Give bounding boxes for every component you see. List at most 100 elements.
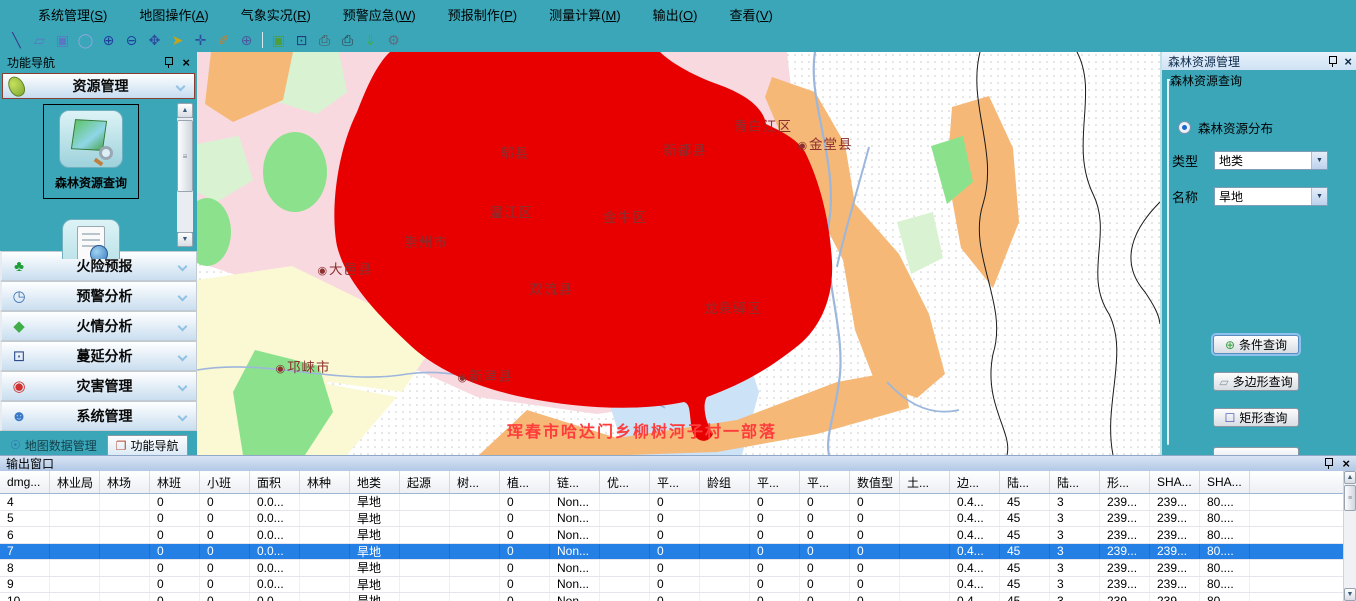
column-header[interactable]: 数值型: [850, 471, 900, 493]
scrollbar-thumb[interactable]: ≡: [1344, 485, 1356, 511]
radio-icon[interactable]: [1178, 121, 1191, 134]
menu-item-1[interactable]: 系统管理(S): [38, 7, 108, 23]
download-icon[interactable]: ⇓: [364, 31, 377, 48]
dropdown-arrow-icon[interactable]: ▼: [1311, 152, 1327, 169]
column-header[interactable]: 树...: [450, 471, 500, 493]
sidebar-section-3[interactable]: ◆ 火情分析: [0, 311, 197, 341]
sidebar-section-4[interactable]: ⊡ 蔓延分析: [0, 341, 197, 371]
table-row[interactable]: 6 0 0 0.0... 旱地 0 Non... 0 0 0 0 0.4... 45 3 239... 239…: [0, 527, 1343, 544]
table-cell: Non...: [550, 494, 600, 510]
column-header[interactable]: 地类: [350, 471, 400, 493]
grid-scrollbar[interactable]: ▲ ≡ ▼: [1343, 471, 1356, 601]
column-header[interactable]: 边...: [950, 471, 1000, 493]
column-header[interactable]: 起源: [400, 471, 450, 493]
table-row[interactable]: 5 0 0 0.0... 旱地 0 Non... 0 0 0 0 0.4... 45 3 239... 239…: [0, 510, 1343, 527]
column-header[interactable]: 平...: [750, 471, 800, 493]
column-header[interactable]: 陆...: [1050, 471, 1100, 493]
line-tool-icon[interactable]: ╲: [12, 31, 21, 48]
query-button-2[interactable]: ▱ 多边形查询: [1213, 372, 1299, 391]
scroll-down-icon[interactable]: ▼: [1344, 588, 1356, 601]
column-header[interactable]: 优...: [600, 471, 650, 493]
map-viewport[interactable]: 郫县 新都县 青白江区 ◉金堂县 温江区 金牛区 崇州市 ◉大邑县 双流县 龙泉驿区 ◉邛崃市 ◉新津…: [197, 52, 1160, 455]
left-panel-scrollbar[interactable]: ▲ ≡ ▼: [177, 103, 193, 247]
scroll-up-icon[interactable]: ▲: [1344, 471, 1356, 484]
brush-tool-icon[interactable]: ✐: [217, 31, 230, 48]
table-row[interactable]: 7 0 0 0.0... 旱地 0 Non... 0 0 0 0 0.4... 45 3 239... 239…: [0, 543, 1343, 560]
print-output-icon[interactable]: ⎙: [341, 31, 354, 48]
table-cell: 0: [750, 527, 800, 543]
column-header[interactable]: 链...: [550, 471, 600, 493]
window-icon[interactable]: ⊡: [295, 31, 308, 48]
column-header[interactable]: 小班: [200, 471, 250, 493]
column-header[interactable]: 陆...: [1000, 471, 1050, 493]
menu-item-3[interactable]: 气象实况(R): [240, 7, 311, 23]
zoom-out-tool-icon[interactable]: ⊖: [125, 31, 138, 48]
column-header[interactable]: 植...: [500, 471, 550, 493]
table-cell: 239...: [1100, 593, 1150, 601]
bottom-tab-1[interactable]: ☉ 地图数据管理: [2, 435, 105, 455]
name-select[interactable]: 旱地 ▼: [1214, 187, 1328, 206]
column-header[interactable]: 平...: [800, 471, 850, 493]
table-row[interactable]: 4 0 0 0.0... 旱地 0 Non... 0 0 0 0 0.4... 45 3 239... 239…: [0, 494, 1343, 511]
ellipse-tool-icon[interactable]: ◯: [77, 31, 94, 48]
scrollbar-thumb[interactable]: ≡: [177, 120, 193, 192]
column-header[interactable]: 林种: [300, 471, 350, 493]
resource-distribution-radio[interactable]: 森林资源分布: [1178, 118, 1273, 137]
menu-item-5[interactable]: 预报制作(P): [447, 7, 518, 23]
rectangle-tool-icon[interactable]: ▣: [55, 31, 70, 48]
column-header[interactable]: 形...: [1100, 471, 1150, 493]
sidebar-section-2[interactable]: ◷ 预警分析: [0, 281, 197, 311]
menu-item-6[interactable]: 测量计算(M): [549, 7, 621, 23]
dropdown-arrow-icon[interactable]: ▼: [1311, 188, 1327, 205]
forest-resource-query-button[interactable]: [59, 110, 123, 168]
sidebar-section-1[interactable]: ♣ 火险预报: [0, 251, 197, 281]
sidebar-section-6[interactable]: ☻ 系统管理: [0, 401, 197, 431]
accordion-sections: ♣ 火险预报 ◷ 预警分析 ◆ 火情分析 ⊡ 蔓延分析 ◉ 灾害管理 ☻ 系统管理: [0, 251, 197, 431]
zoom-in-tool-icon[interactable]: ⊕: [102, 31, 115, 48]
column-header[interactable]: 林班: [150, 471, 200, 493]
section-header-resource-management[interactable]: 资源管理: [2, 73, 195, 99]
scroll-down-icon[interactable]: ▼: [177, 232, 193, 247]
column-header[interactable]: 平...: [650, 471, 700, 493]
print-icon[interactable]: ⎙: [318, 31, 331, 48]
close-icon[interactable]: ×: [1344, 53, 1352, 69]
export-image-icon[interactable]: ▣: [271, 31, 286, 48]
column-header[interactable]: 林场: [100, 471, 150, 493]
bottom-tab-2[interactable]: ❐ 功能导航: [106, 435, 188, 455]
query-button-1[interactable]: ⊕ 条件查询: [1213, 335, 1299, 354]
column-header[interactable]: 林业局: [50, 471, 100, 493]
type-select[interactable]: 地类 ▼: [1214, 151, 1328, 170]
table-row[interactable]: 8 0 0 0.0... 旱地 0 Non... 0 0 0 0 0.4... 45 3 239... 239…: [0, 560, 1343, 577]
close-icon[interactable]: ×: [1342, 456, 1350, 471]
clipped-query-button[interactable]: [1213, 447, 1299, 455]
report-tool-button[interactable]: [62, 219, 120, 259]
menu-item-8[interactable]: 查看(V): [729, 7, 773, 23]
menu-item-7[interactable]: 输出(O): [652, 7, 698, 23]
table-row[interactable]: 10000.0...旱地0Non...00000.4...453239...23…: [0, 593, 1343, 601]
pin-icon[interactable]: [1328, 55, 1338, 67]
column-header[interactable]: SHA...: [1200, 471, 1250, 493]
pan-tool-icon[interactable]: ✥: [148, 31, 161, 48]
polygon-tool-icon[interactable]: ▱: [34, 31, 45, 48]
menu-item-2[interactable]: 地图操作(A): [139, 7, 209, 23]
query-button-3[interactable]: ☐ 矩形查询: [1213, 408, 1299, 427]
column-header[interactable]: dmg...: [0, 471, 50, 493]
column-header[interactable]: 土...: [900, 471, 950, 493]
table-row[interactable]: 9 0 0 0.0... 旱地 0 Non... 0 0 0 0 0.4... 45 3 239... 239…: [0, 576, 1343, 593]
menu-item-4[interactable]: 预警应急(W): [342, 7, 416, 23]
table-cell: [100, 527, 150, 543]
column-header[interactable]: 面积: [250, 471, 300, 493]
pin-icon[interactable]: [1324, 458, 1334, 469]
column-header[interactable]: 龄组: [700, 471, 750, 493]
sidebar-section-5[interactable]: ◉ 灾害管理: [0, 371, 197, 401]
scroll-up-icon[interactable]: ▲: [177, 103, 193, 118]
settings-gear-icon[interactable]: ⚙: [387, 31, 400, 48]
full-extent-icon[interactable]: ✛: [194, 31, 207, 48]
table-cell: 0: [750, 494, 800, 510]
select-arrow-icon[interactable]: ➤: [171, 31, 184, 48]
pin-icon[interactable]: [164, 57, 174, 68]
close-icon[interactable]: ×: [182, 55, 190, 70]
table-cell: 80....: [1200, 494, 1250, 510]
zoom-select-icon[interactable]: ⊕: [240, 31, 253, 48]
column-header[interactable]: SHA...: [1150, 471, 1200, 493]
